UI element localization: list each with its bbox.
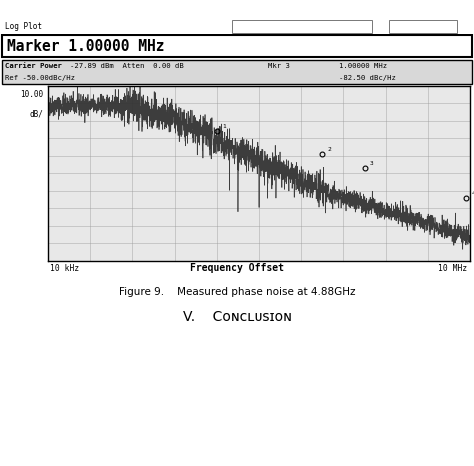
- Text: Marker 1.00000 MHz: Marker 1.00000 MHz: [7, 39, 164, 54]
- Text: Ref -50.00dBc/Hz: Ref -50.00dBc/Hz: [5, 75, 75, 81]
- Text: 1: 1: [222, 124, 226, 130]
- FancyBboxPatch shape: [2, 60, 472, 84]
- Text: V.    Cᴏɴᴄʟᴜѕɪᴏɴ: V. Cᴏɴᴄʟᴜѕɪᴏɴ: [182, 310, 292, 324]
- Text: Log Plot: Log Plot: [5, 22, 42, 31]
- Text: Mkr 3: Mkr 3: [268, 62, 290, 69]
- Text: Carrier Power: Carrier Power: [5, 62, 62, 69]
- Text: Carrier Freq  4.881 GHz  Signal Track  Off    DANL   Off       Trig  Free: Carrier Freq 4.881 GHz Signal Track Off …: [5, 6, 315, 12]
- Text: 4: 4: [472, 191, 474, 196]
- Text: Frequency Offset: Frequency Offset: [190, 263, 284, 273]
- Text: 3: 3: [370, 161, 374, 166]
- FancyBboxPatch shape: [2, 35, 472, 57]
- Text: -82.50 dBc/Hz: -82.50 dBc/Hz: [339, 75, 396, 81]
- Text: -27.89 dBm  Atten  0.00 dB: -27.89 dBm Atten 0.00 dB: [70, 62, 184, 69]
- FancyBboxPatch shape: [232, 20, 372, 33]
- Text: dB/: dB/: [29, 110, 43, 119]
- Text: 1.00000 MHz: 1.00000 MHz: [339, 62, 387, 69]
- Text: 10 kHz: 10 kHz: [50, 264, 80, 273]
- Text: Figure 9.    Measured phase noise at 4.88GHz: Figure 9. Measured phase noise at 4.88GH…: [119, 287, 355, 297]
- FancyBboxPatch shape: [389, 20, 457, 33]
- Text: 2: 2: [328, 147, 332, 152]
- Text: 10 MHz: 10 MHz: [438, 264, 468, 273]
- Text: 10.00: 10.00: [20, 90, 43, 99]
